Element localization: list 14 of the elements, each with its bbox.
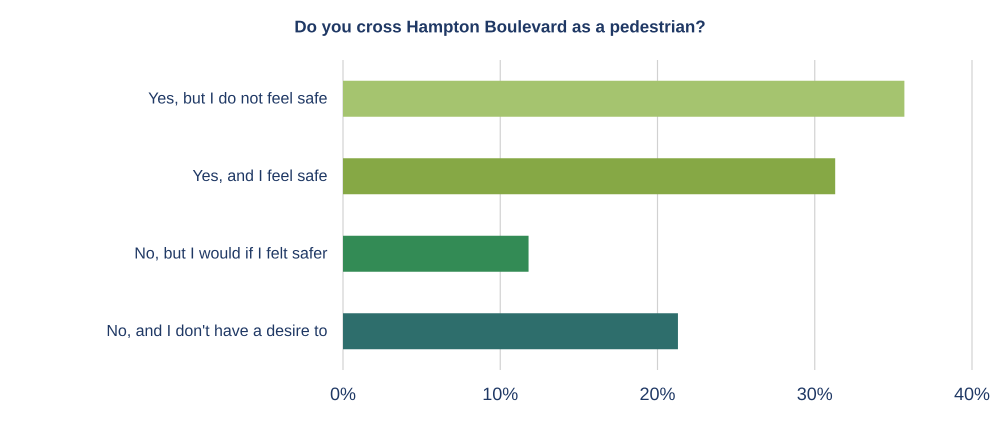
y-tick-label: No, but I would if I felt safer [136,246,328,261]
bar [343,80,904,117]
bar [343,236,529,272]
y-tick-label: Yes, and I feel safe [192,169,327,184]
x-tick-label: 40% [954,388,990,400]
x-tick-label: 0% [330,388,356,400]
x-tick-label: 10% [484,388,518,400]
bar [343,313,678,350]
x-tick-label: 30% [797,388,832,400]
bar [343,158,836,194]
x-tick-label: 20% [640,388,675,400]
y-tick-label: No, and I don't have a desire to [108,324,327,338]
chart-title: Do you cross Hampton Boulevard as a pedestrian? [296,20,705,36]
y-tick-label: Yes, but I do not feel safe [148,92,327,106]
